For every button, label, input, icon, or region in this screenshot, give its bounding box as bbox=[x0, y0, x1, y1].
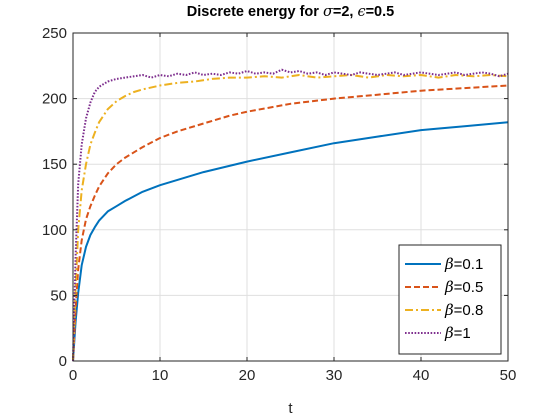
chart-title-prefix: Discrete energy for bbox=[186, 4, 323, 20]
axes-box bbox=[72, 32, 509, 362]
chart-title-epsilon: ϵ bbox=[357, 4, 366, 20]
chart-title-suffix: =0.5 bbox=[365, 4, 395, 20]
x-tick-label: 0 bbox=[69, 367, 77, 384]
y-tick-label: 200 bbox=[42, 91, 67, 108]
x-tick-label: 40 bbox=[413, 367, 430, 384]
chart-title-mid: =2, bbox=[332, 4, 358, 20]
x-tick-label: 20 bbox=[239, 367, 256, 384]
series-line-1 bbox=[72, 121, 509, 362]
x-axis-label: t bbox=[288, 400, 293, 417]
ticks: 0 10 20 30 40 50 0 50 100 150 200 250 bbox=[42, 25, 516, 384]
legend-label-2: β=0.5 bbox=[444, 278, 483, 296]
legend: β=0.1 β=0.5 β=0.8 β=1 bbox=[398, 244, 502, 355]
series-line-4 bbox=[72, 68, 509, 362]
chart-title-sigma: σ bbox=[322, 4, 333, 20]
series-layer bbox=[72, 68, 509, 362]
legend-label-1: β=0.1 bbox=[444, 255, 483, 273]
y-tick-label: 150 bbox=[42, 156, 67, 173]
y-tick-label: 50 bbox=[50, 287, 67, 304]
x-tick-label: 10 bbox=[152, 367, 169, 384]
legend-label-3: β=0.8 bbox=[444, 301, 483, 319]
series-line-2 bbox=[72, 84, 509, 362]
y-tick-label: 100 bbox=[42, 222, 67, 239]
x-tick-label: 50 bbox=[500, 367, 517, 384]
y-tick-label: 250 bbox=[42, 25, 67, 42]
legend-label-4: β=1 bbox=[444, 324, 471, 342]
x-tick-label: 30 bbox=[326, 367, 343, 384]
chart-title: Discrete energy for σ=2, ϵ=0.5 bbox=[73, 4, 508, 20]
y-tick-label: 0 bbox=[59, 353, 67, 370]
